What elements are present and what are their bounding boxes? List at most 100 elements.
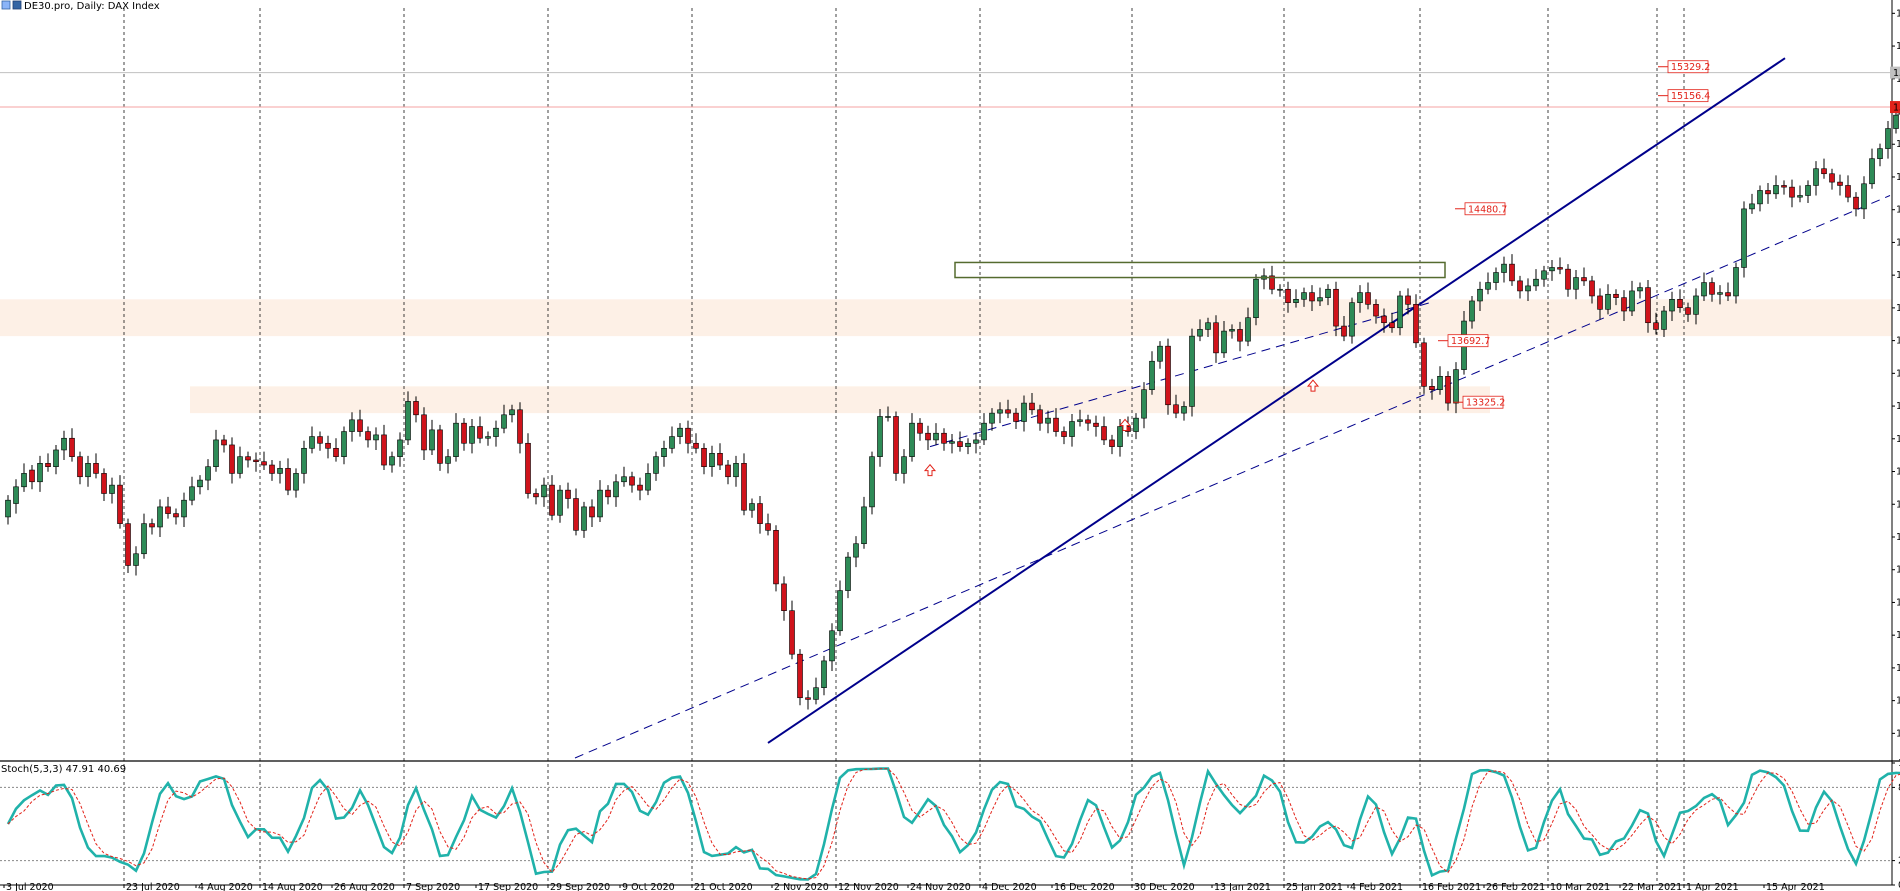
candle-body: [1533, 278, 1539, 287]
candle-body: [373, 434, 379, 441]
dashed-support-line: [929, 302, 1431, 448]
chart-title: DE30.pro, Daily: DAX Index: [24, 1, 160, 12]
candle-body: [845, 556, 851, 591]
current-price-badge: [1890, 101, 1900, 114]
price-tick-label: 14475.2: [1896, 205, 1900, 216]
candle-body: [925, 432, 931, 441]
candle-body: [397, 439, 403, 457]
candle-body: [629, 476, 635, 486]
candle-body: [989, 412, 995, 424]
candle-body: [349, 419, 355, 432]
candle-body: [1629, 290, 1635, 312]
candle-body: [1045, 417, 1051, 424]
candle-body: [1133, 417, 1139, 432]
candle-body: [1701, 282, 1707, 297]
candle-body: [1421, 342, 1427, 387]
candle-body: [1269, 275, 1275, 290]
up-arrow-icon: [1306, 379, 1320, 392]
candle-body: [125, 523, 131, 566]
candle-body: [581, 506, 587, 531]
candle-body: [573, 498, 579, 531]
candle-body: [309, 436, 315, 449]
candle-body: [1061, 431, 1067, 437]
candle-body: [341, 431, 347, 457]
candle-body: [965, 442, 971, 447]
price-tick-label: 13497.7: [1896, 368, 1900, 379]
date-tick-label: 7 Sep 2020: [406, 882, 460, 891]
date-tick-label: 12 Nov 2020: [838, 882, 899, 891]
candle-body: [85, 463, 91, 478]
date-tick-label: 13 Jan 2021: [1214, 882, 1271, 891]
candle-body: [933, 432, 939, 441]
candle-body: [1301, 292, 1307, 300]
date-tick-label: 21 Oct 2020: [694, 882, 753, 891]
candle-body: [861, 506, 867, 545]
candle-body: [77, 456, 83, 478]
price-tick-label: 13693.2: [1896, 336, 1900, 347]
candle-body: [669, 436, 675, 449]
date-tick-label: 25 Jan 2021: [1286, 882, 1343, 891]
candle-body: [413, 401, 419, 416]
candle-body: [301, 447, 307, 474]
candle-body: [1733, 267, 1739, 297]
candle-body: [485, 436, 491, 439]
candle-body: [1725, 292, 1731, 297]
candle-body: [693, 442, 699, 449]
candle-body: [285, 468, 291, 491]
stoch-main-line: [6, 767, 1900, 881]
stoch-tick-label: 0.00: [1898, 880, 1900, 891]
candle-body: [677, 427, 683, 437]
candle-body: [101, 473, 107, 494]
candle-body: [69, 437, 75, 457]
candle-body: [53, 449, 59, 468]
candle-body: [1853, 196, 1859, 210]
date-tick-label: 15 Apr 2021: [1766, 882, 1825, 891]
candle-body: [1717, 292, 1723, 295]
candlesticks: [5, 105, 1899, 710]
price-tick-label: 14670.7: [1896, 172, 1900, 183]
current-price-label: 15294.0: [1893, 68, 1900, 79]
candle-body: [357, 419, 363, 432]
candle-body: [813, 687, 819, 700]
date-tick-label: 2 Nov 2020: [774, 882, 829, 891]
trendlines: [574, 57, 1891, 759]
candle-body: [1205, 322, 1211, 330]
candle-body: [1709, 282, 1715, 295]
candle-body: [245, 456, 251, 461]
candle-body: [1013, 412, 1019, 422]
candle-body: [213, 439, 219, 468]
candle-body: [1405, 295, 1411, 305]
candle-body: [1621, 297, 1627, 312]
candle-body: [1373, 304, 1379, 317]
price-tick-label: 12911.2: [1896, 467, 1900, 478]
candle-body: [1309, 292, 1315, 302]
date-tick-label: 29 Sep 2020: [550, 882, 610, 891]
level-tag-box: [1464, 202, 1506, 216]
candle-body: [269, 464, 275, 474]
candle-body: [1029, 402, 1035, 411]
candle-body: [1213, 322, 1219, 354]
candle-body: [1101, 426, 1107, 441]
candle-body: [1077, 419, 1083, 422]
candle-body: [1173, 404, 1179, 414]
candle-body: [453, 422, 459, 457]
candle-body: [61, 437, 67, 451]
candle-body: [1381, 315, 1387, 324]
price-tick-label: 13888.7: [1896, 303, 1900, 314]
candle-body: [1549, 267, 1555, 272]
price-tick-label: 12715.7: [1896, 499, 1900, 510]
candle-body: [1557, 267, 1563, 270]
candle-body: [1885, 128, 1891, 149]
candle-body: [1541, 270, 1547, 280]
candle-body: [1613, 293, 1619, 298]
candle-body: [1837, 181, 1843, 186]
candle-body: [221, 439, 227, 446]
candle-body: [1765, 190, 1771, 195]
date-tick-label: 16 Feb 2021: [1422, 882, 1481, 891]
candle-body: [1685, 307, 1691, 315]
candle-body: [1789, 186, 1795, 198]
candle-body: [1829, 173, 1835, 183]
candle-body: [997, 409, 1003, 414]
candle-body: [469, 426, 475, 444]
